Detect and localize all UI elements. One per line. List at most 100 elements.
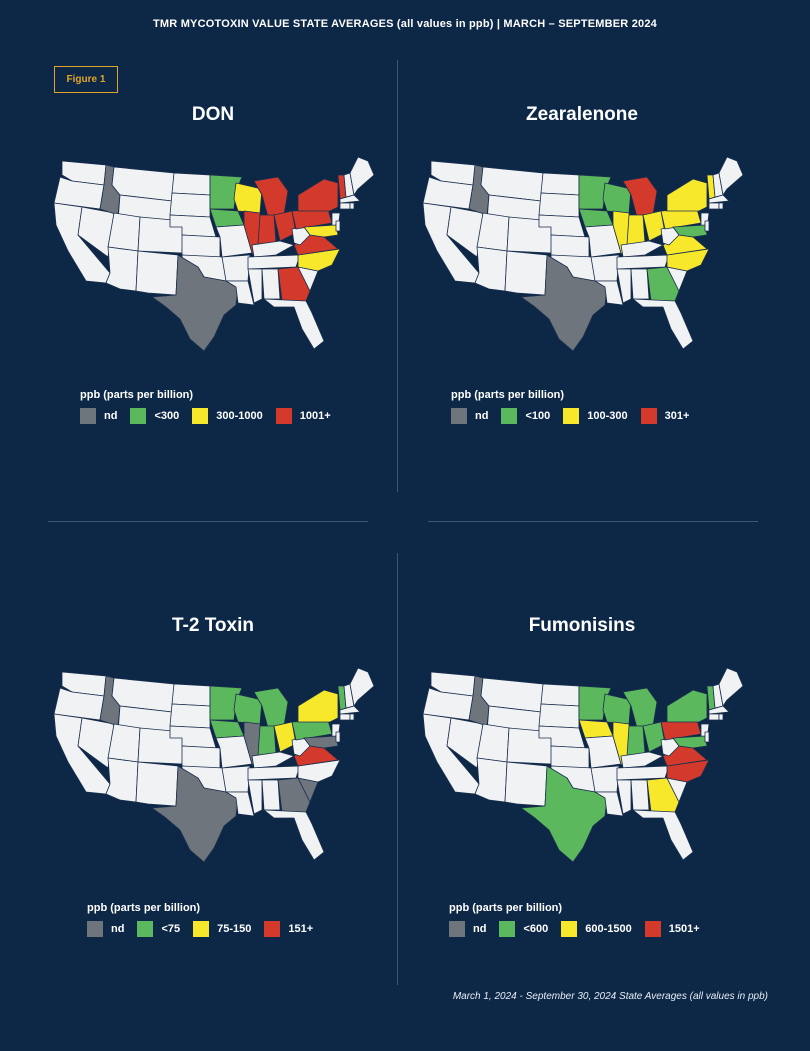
state-mo (215, 735, 253, 769)
state-fl (632, 809, 694, 861)
state-ny (666, 689, 708, 723)
state-nd (540, 172, 580, 196)
legend-swatch-low (499, 921, 516, 937)
state-ar (221, 765, 251, 793)
legend-item-low: <300 (130, 408, 179, 424)
state-in (626, 214, 646, 246)
state-ar (590, 254, 620, 282)
legend-item-mid: 600-1500 (561, 921, 632, 937)
state-tn (616, 254, 670, 270)
state-tn (616, 765, 670, 781)
state-tx (151, 254, 239, 352)
state-ky (251, 751, 295, 769)
legend-item-mid: 75-150 (193, 921, 251, 937)
state-ut (476, 212, 510, 252)
state-sd (538, 703, 580, 729)
state-az (105, 757, 139, 803)
state-ky (620, 751, 664, 769)
state-me (349, 667, 375, 707)
state-ma (339, 194, 361, 204)
legend-label: 1501+ (668, 923, 700, 935)
legend-item-low: <600 (499, 921, 548, 937)
state-de (704, 731, 710, 743)
legend-item-nd: nd (449, 921, 486, 937)
legend-label: 301+ (664, 410, 690, 422)
legend-item-mid: 300-1000 (192, 408, 263, 424)
state-la (225, 280, 255, 306)
state-fl (263, 298, 325, 350)
state-ny (297, 689, 339, 723)
state-ms (247, 268, 263, 304)
legend-label: <600 (523, 923, 549, 935)
legend-label: <100 (525, 410, 551, 422)
state-nv (77, 206, 115, 258)
legend-label: 100-300 (587, 410, 628, 422)
legend-label: 151+ (288, 923, 314, 935)
state-ms (616, 268, 632, 304)
legend-label: 600-1500 (585, 923, 632, 935)
legend-label: nd (104, 410, 118, 422)
state-ma (339, 705, 361, 715)
legend-swatch-low (137, 921, 154, 937)
state-me (718, 667, 744, 707)
legend-item-high: 1501+ (644, 921, 700, 937)
state-ms (616, 779, 632, 815)
state-tx (520, 765, 608, 863)
state-ct (339, 202, 351, 210)
figure-badge: Figure 1 (54, 66, 118, 93)
state-ma (708, 194, 730, 204)
state-ct (339, 713, 351, 721)
footnote: March 1, 2024 - September 30, 2024 State… (452, 991, 768, 1002)
state-nm (504, 761, 548, 807)
legend-title: ppb (parts per billion) (449, 902, 563, 914)
legend-swatch-nd (87, 921, 103, 937)
state-nv (77, 717, 115, 769)
state-ri (349, 713, 355, 721)
state-az (474, 246, 508, 292)
legend-item-nd: nd (451, 408, 488, 424)
legend-swatch-high (640, 408, 657, 424)
state-mo (584, 735, 622, 769)
state-in (257, 214, 277, 246)
legend-title: ppb (parts per billion) (80, 389, 194, 401)
state-ky (251, 240, 295, 258)
state-ri (718, 202, 724, 210)
state-fl (632, 298, 694, 350)
state-al (630, 779, 650, 811)
legend-swatch-low (130, 408, 147, 424)
state-sd (538, 192, 580, 218)
state-fl (263, 809, 325, 861)
legend-swatch-high (264, 921, 281, 937)
horizontal-divider-left (48, 521, 368, 522)
state-ut (107, 212, 141, 252)
legend-swatch-mid (563, 408, 580, 424)
state-la (594, 791, 624, 817)
state-nd (540, 683, 580, 707)
legend-fumonisins: ppb (parts per billion) nd <600 600-1500 15… (449, 902, 713, 937)
legend-title: ppb (parts per billion) (451, 389, 565, 401)
state-ar (221, 254, 251, 282)
legend-swatch-nd (449, 921, 465, 937)
us-map-t2-toxin (53, 667, 375, 863)
state-ia (578, 208, 614, 228)
state-ri (349, 202, 355, 210)
us-map-fumonisins (422, 667, 744, 863)
us-map-zearalenone (422, 156, 744, 352)
state-ut (107, 723, 141, 763)
state-nm (135, 761, 179, 807)
state-tn (247, 765, 301, 781)
legend-don: ppb (parts per billion) nd <300 300-1000 10… (80, 389, 344, 424)
legend-label: 300-1000 (216, 410, 263, 422)
state-md (303, 224, 339, 238)
state-nv (446, 717, 484, 769)
state-ri (718, 713, 724, 721)
state-md (672, 735, 708, 749)
state-la (225, 791, 255, 817)
legend-item-high: 301+ (640, 408, 690, 424)
state-ny (666, 178, 708, 212)
state-sd (169, 703, 211, 729)
legend-swatch-mid (192, 408, 209, 424)
state-az (474, 757, 508, 803)
state-in (626, 725, 646, 757)
state-me (349, 156, 375, 196)
